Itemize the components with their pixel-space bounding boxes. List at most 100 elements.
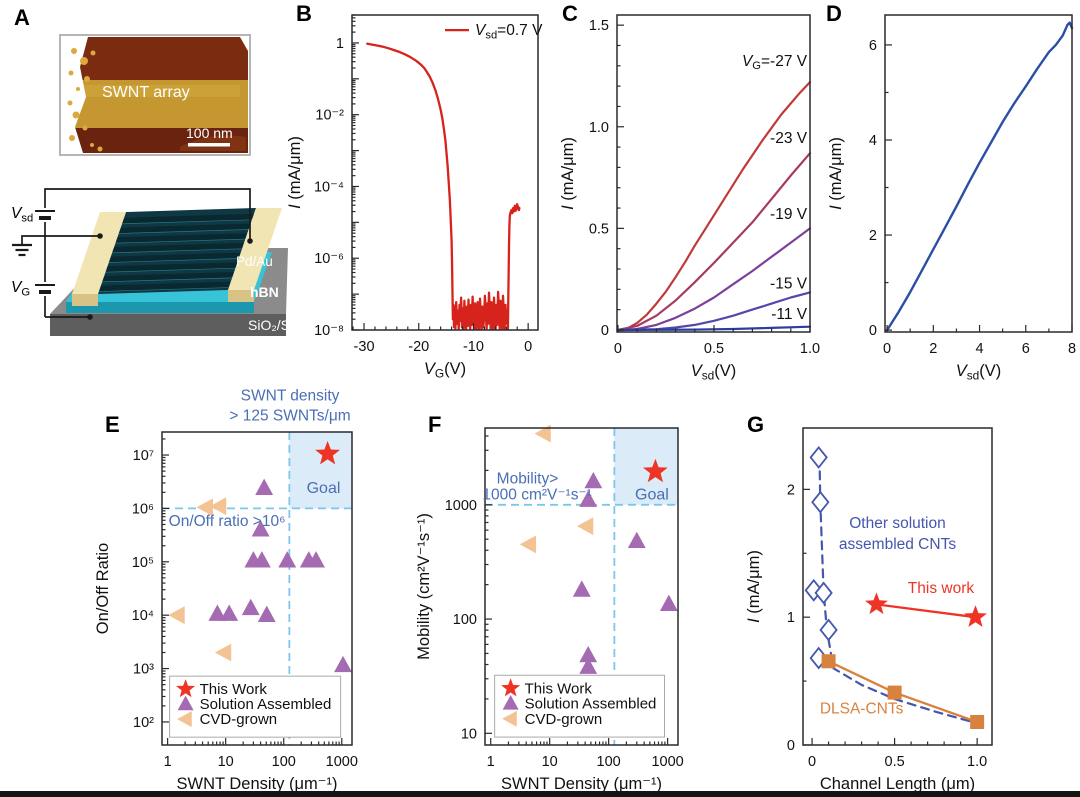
goal-region (614, 428, 678, 505)
drain-contact-dot (247, 238, 253, 244)
svg-text:Solution Assembled: Solution Assembled (200, 696, 332, 713)
x-axis-label: Vsd(V) (956, 362, 1002, 383)
svg-text:2: 2 (929, 341, 937, 357)
svg-text:8: 8 (1068, 341, 1076, 357)
svg-text:0.5: 0.5 (704, 341, 724, 357)
svg-text:4: 4 (976, 341, 984, 357)
scale-bar-label: 100 nm (186, 125, 233, 141)
figure-bottom-rule (0, 791, 1080, 797)
x-axis-label: VG(V) (424, 360, 466, 381)
svg-text:100: 100 (272, 754, 296, 770)
svg-text:10: 10 (218, 754, 234, 770)
svg-text:10⁻⁶: 10⁻⁶ (314, 251, 344, 267)
svg-text:0: 0 (524, 339, 532, 355)
annotation: On/Off ratio >10⁶ (169, 513, 286, 530)
svg-text:100: 100 (453, 612, 477, 628)
gate-contact-dot (87, 314, 93, 320)
chart-panel-b: -30 -20 -10 0 10⁻⁸ 10⁻⁶ 10⁻⁴ 10⁻² 1 VG(V) I (mA/μm… (286, 14, 543, 381)
right-electrode-front (228, 290, 254, 302)
svg-text:1: 1 (164, 754, 172, 770)
svg-text:This Work: This Work (525, 680, 593, 697)
svg-text:Solution Assembled: Solution Assembled (525, 696, 657, 713)
series-solution-assembled (208, 478, 352, 673)
y-axis-label: I (mA/μm) (827, 137, 845, 210)
series-other-solution-trend (818, 456, 979, 725)
vg-battery-icon (35, 284, 55, 294)
panel-letter-c: C (562, 1, 578, 26)
annotation: SWNT density (241, 388, 340, 405)
annotation: 1000 cm²V⁻¹s⁻¹ (482, 486, 591, 503)
axes: 0 0.5 1.0 0 1 2 Channel Length (μm) I (mA/μm) (745, 427, 993, 793)
svg-text:1: 1 (487, 754, 495, 770)
svg-text:This Work: This Work (200, 681, 268, 698)
goal-region (289, 432, 352, 509)
svg-text:10⁴: 10⁴ (132, 608, 154, 624)
svg-text:0: 0 (808, 754, 816, 770)
series-cvd-grown (168, 497, 232, 662)
svg-text:CVD-grown: CVD-grown (525, 711, 603, 728)
x-axis-label: SWNT Density (μm⁻¹) (501, 775, 662, 793)
annotation: -19 V (770, 206, 808, 223)
svg-text:10⁶: 10⁶ (132, 501, 154, 517)
series-other-solution-points (804, 445, 838, 670)
right-electrode-top (228, 208, 282, 290)
svg-text:100: 100 (597, 754, 621, 770)
axes: 1 10 100 1000 10 100 1000 SWNT Density (μm⁻¹) Mo… (415, 427, 684, 793)
left-electrode-front (72, 294, 98, 306)
series-vg-15 (616, 291, 812, 332)
axes: 0 0.5 1.0 0 0.5 1.0 1.5 Vsd(V) I (mA/μm) (559, 14, 820, 383)
afm-corner-void (240, 37, 248, 51)
ground-icon (12, 243, 32, 257)
svg-text:-30: -30 (354, 339, 375, 355)
svg-text:10: 10 (542, 754, 558, 770)
y-axis-label: I (mA/μm) (286, 136, 304, 209)
svg-text:0: 0 (883, 341, 891, 357)
series-this-work (865, 592, 987, 627)
axes: 1 10 100 1000 10² 10³ 10⁴ 10⁵ 10⁶ 10⁷ SWNT Density… (94, 431, 358, 793)
svg-text:1.0: 1.0 (967, 754, 987, 770)
panel-letter-a: A (14, 5, 30, 30)
svg-text:10⁻²: 10⁻² (315, 108, 344, 124)
series-vg-23 (616, 152, 812, 332)
swnt-array-stripes (98, 213, 254, 292)
hbn-label: hBN (250, 284, 279, 300)
y-axis-label: Mobility (cm²V⁻¹s⁻¹) (415, 513, 433, 660)
source-contact-dot (97, 233, 103, 239)
svg-text:2: 2 (787, 482, 795, 498)
svg-text:1000: 1000 (651, 754, 683, 770)
svg-text:6: 6 (869, 38, 877, 54)
svg-text:6: 6 (1022, 341, 1030, 357)
series-cvd-grown (519, 424, 594, 554)
series-dlsa-cnts (821, 654, 985, 729)
left-electrode-top (72, 212, 126, 294)
annotation: This work (908, 580, 975, 597)
svg-text:0: 0 (787, 738, 795, 754)
series-this-work (315, 440, 340, 465)
annotation: Mobility> (497, 470, 559, 487)
svg-text:-20: -20 (408, 339, 429, 355)
afm-left-void (62, 37, 88, 153)
chart-panel-g: 0 0.5 1.0 0 1 2 Channel Length (μm) I (mA/μm) Ot… (745, 427, 993, 793)
svg-text:4: 4 (869, 133, 877, 149)
svg-text:10⁻⁴: 10⁻⁴ (314, 179, 344, 195)
svg-text:-10: -10 (463, 339, 484, 355)
axes: 0 2 4 6 8 0 2 4 6 Vsd(V) I (mA/μm) (827, 14, 1076, 383)
series-vg-19 (616, 227, 812, 332)
annotation: Other solution (849, 515, 946, 532)
afm-top-region (62, 37, 248, 80)
svg-text:0: 0 (601, 323, 609, 339)
svg-text:0.5: 0.5 (589, 221, 609, 237)
svg-text:1.0: 1.0 (589, 120, 609, 136)
series-transfer-curve (366, 42, 521, 331)
device-schematic: Pd/Au hBN SiO₂/Si Vsd VG (11, 188, 293, 336)
svg-text:1000: 1000 (445, 498, 477, 514)
vsd-label: Vsd (11, 205, 33, 224)
legend: Vsd=0.7 V (445, 22, 543, 42)
series-vg-27 (616, 80, 812, 332)
panel-letter-e: E (105, 412, 120, 437)
svg-text:CVD-grown: CVD-grown (200, 711, 278, 728)
y-axis-label: I (mA/μm) (559, 137, 577, 210)
svg-text:10⁵: 10⁵ (132, 555, 154, 571)
panel-letter-b: B (296, 1, 312, 26)
